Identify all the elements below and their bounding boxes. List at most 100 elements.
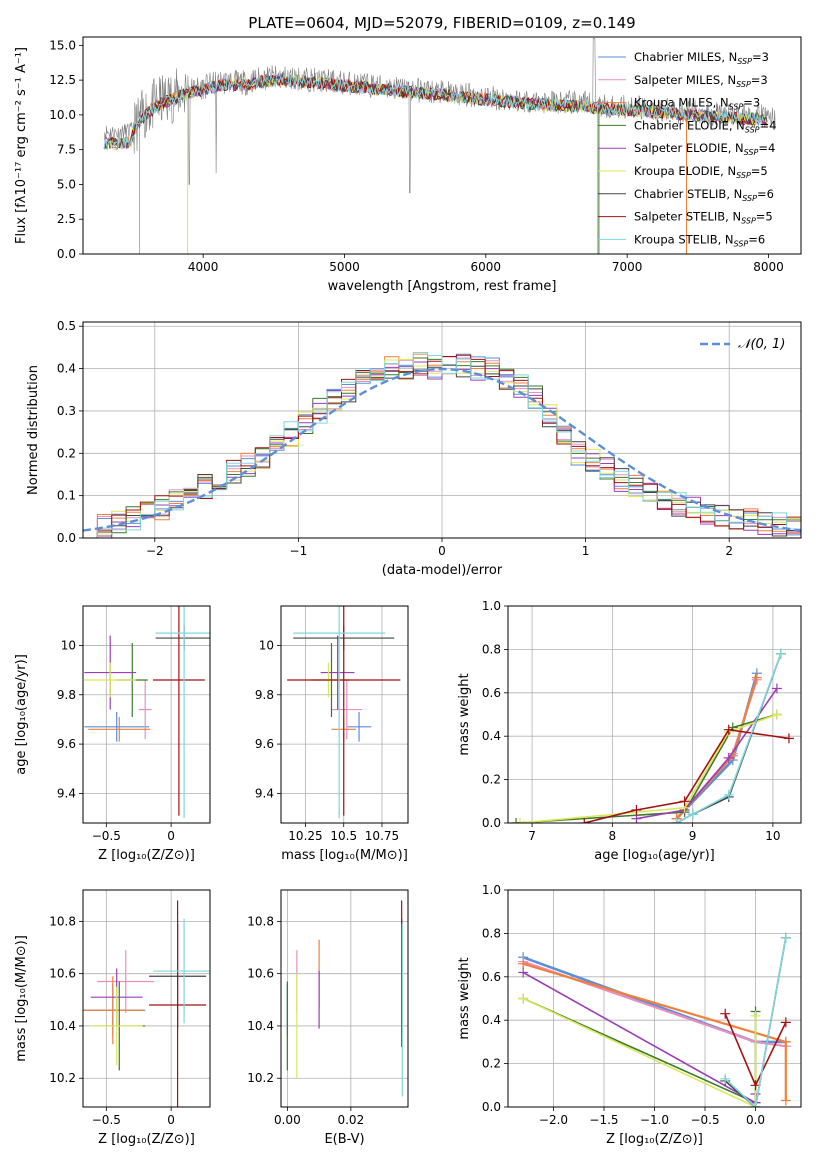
line-kroupa_stelib xyxy=(676,653,782,823)
residuals-ytick-label: 0.1 xyxy=(57,489,76,503)
massweight_vs_age-lines xyxy=(511,648,794,823)
age_vs_Z-ylabel: age [log₁₀(age/yr)] xyxy=(14,654,29,775)
massweight_vs_age-ytick-label: 0.6 xyxy=(482,686,501,700)
age_vs_mass-xtick-label: 10.5 xyxy=(330,829,357,843)
massweight_vs_age-xlabel: age [log₁₀(age/yr)] xyxy=(594,848,715,863)
mass_vs_ebv-frame xyxy=(280,889,409,1108)
massweight_vs_age-xtick-label: 9 xyxy=(689,829,697,843)
massweight_vs_Z-axes: −2.0 −1.5 −1.0 −0.5 0.0 0.0 0.2 0.4 0.6 0.8 1.0 Z [… xyxy=(457,883,801,1147)
spectrum-legend: Chabrier MILES, NSSP=3 Salpeter MILES, NS… xyxy=(598,50,776,248)
age_vs_mass-ytick-label: 10 xyxy=(259,638,274,652)
mass_vs_Z-xlabel: Z [log₁₀(Z/Z⊙)] xyxy=(98,1132,195,1147)
chart-title: PLATE=0604, MJD=52079, FIBERID=0109, z=0… xyxy=(248,14,635,32)
massweight_vs_age-xtick-label: 10 xyxy=(765,829,780,843)
legend-label-normal: 𝒩(0, 1) xyxy=(738,337,785,352)
spectrum-ytick-label: 2.5 xyxy=(57,212,76,226)
age_vs_mass-xlabel: mass [log₁₀(M/M⊙)] xyxy=(281,848,408,863)
line-kroupa_elodie xyxy=(522,997,757,1107)
spectrum-model-line-chabrier_stelib xyxy=(103,73,768,150)
age_vs_Z-ytick-label: 9.8 xyxy=(57,688,76,702)
spectrum-xtick-label: 4000 xyxy=(188,260,219,274)
spectrum-ylabel: Flux [fλ10⁻¹⁷ erg cm⁻² s⁻¹ A⁻¹] xyxy=(14,47,29,244)
marker-kroupa_stelib xyxy=(750,1102,761,1107)
marker-kroupa_miles xyxy=(780,1095,791,1106)
mass_vs_Z-ytick-label: 10.2 xyxy=(49,1071,76,1085)
spectrum-xtick-label: 7000 xyxy=(612,260,643,274)
massweight_vs_Z-ytick-label: 0.8 xyxy=(482,926,501,940)
massweight_vs_Z-xtick-label: −2.0 xyxy=(539,1113,568,1127)
marker-salpeter_elodie xyxy=(631,813,642,823)
spectrum-xtick-label: 5000 xyxy=(329,260,360,274)
residuals-legend: 𝒩(0, 1) xyxy=(700,337,785,352)
age_vs_Z-points xyxy=(84,606,210,819)
massweight_vs_age-ytick-label: 1.0 xyxy=(482,599,501,613)
spectrum-xtick-label: 8000 xyxy=(753,260,784,274)
marker-salpeter_elodie xyxy=(518,967,529,978)
age_vs_mass-frame xyxy=(280,605,409,824)
residuals-xlabel: (data-model)/error xyxy=(382,563,503,578)
spectrum-ytick-label: 15.0 xyxy=(49,38,76,52)
mass_vs_ebv-xtick-label: 0.00 xyxy=(274,1113,301,1127)
spectrum-ytick-label: 7.5 xyxy=(57,143,76,157)
marker-kroupa_elodie xyxy=(518,993,529,1004)
age_vs_Z-ytick-label: 10 xyxy=(61,638,76,652)
marker-salpeter_stelib xyxy=(579,818,590,823)
spectrum-model-line-kroupa_stelib xyxy=(103,73,768,150)
mass_vs_Z-points xyxy=(83,900,210,1107)
massweight_vs_Z-xtick-label: −1.5 xyxy=(589,1113,618,1127)
mass_vs_ebv-grid xyxy=(281,890,408,1107)
residuals-grid xyxy=(83,322,801,539)
marker-kroupa_stelib xyxy=(687,809,698,820)
massweight_vs_Z-grid xyxy=(508,889,801,1108)
massweight_vs_age-frame xyxy=(507,605,802,824)
legend-label-kroupa_elodie: Kroupa ELODIE, NSSP=5 xyxy=(634,164,768,180)
marker-salpeter_elodie xyxy=(771,683,782,694)
massweight_vs_Z-xtick-label: 0.0 xyxy=(746,1113,765,1127)
massweight_vs_Z-frame xyxy=(507,889,802,1108)
mass_vs_ebv-xlabel: E(B-V) xyxy=(324,1132,364,1147)
marker-kroupa_stelib xyxy=(723,789,734,800)
marker-chabrier_elodie xyxy=(511,818,522,823)
massweight_vs_Z-xlabel: Z [log₁₀(Z/Z⊙)] xyxy=(606,1132,703,1147)
massweight_vs_Z-ytick-label: 1.0 xyxy=(482,883,501,897)
massweight_vs_age-ytick-label: 0.4 xyxy=(482,729,501,743)
massweight_vs_Z-ytick-label: 0.4 xyxy=(482,1013,501,1027)
massweight_vs_Z-xtick-label: −1.0 xyxy=(640,1113,669,1127)
age_vs_mass-ytick-label: 9.8 xyxy=(255,688,274,702)
legend-label-chabrier_miles: Chabrier MILES, NSSP=3 xyxy=(634,50,769,66)
age_vs_mass-xtick-label: 10.75 xyxy=(365,829,399,843)
residuals-xtick-label: 1 xyxy=(582,544,590,558)
mass_vs_Z-axes: −0.5 0 10.2 10.4 10.6 10.8 Z [log₁₀(Z/Z⊙)] mass… xyxy=(14,890,210,1147)
mass_vs_ebv-ytick-label: 10.8 xyxy=(247,914,274,928)
residuals-ytick-label: 0.0 xyxy=(57,531,76,545)
mass_vs_Z-xtick-label: 0 xyxy=(167,1113,175,1127)
massweight_vs_age-ytick-label: 0.2 xyxy=(482,773,501,787)
residuals-frame xyxy=(82,321,802,539)
spectrum-xtick-label: 6000 xyxy=(471,260,502,274)
massweight_vs_age-grid xyxy=(508,605,801,824)
marker-salpeter_stelib xyxy=(780,1017,791,1028)
massweight_vs_age-ytick-label: 0.8 xyxy=(482,642,501,656)
legend-label-chabrier_elodie: Chabrier ELODIE, NSSP=4 xyxy=(634,118,776,134)
legend-label-salpeter_stelib: Salpeter STELIB, NSSP=5 xyxy=(634,210,773,226)
legend-label-salpeter_elodie: Salpeter ELODIE, NSSP=4 xyxy=(634,141,775,157)
marker-salpeter_stelib xyxy=(723,724,734,735)
spectrum-ytick-label: 0.0 xyxy=(57,247,76,261)
marker-salpeter_stelib xyxy=(631,804,642,815)
age_vs_mass-ytick-label: 9.4 xyxy=(255,786,274,800)
age_vs_Z-frame xyxy=(82,605,211,824)
normal-curve xyxy=(83,367,801,532)
marker-kroupa_miles xyxy=(780,1036,791,1047)
line-kroupa_stelib xyxy=(724,937,787,1107)
massweight_vs_age-xtick-label: 8 xyxy=(609,829,617,843)
line-chabrier_miles xyxy=(675,672,759,820)
marker-salpeter_stelib xyxy=(720,1008,731,1019)
residuals-ytick-label: 0.4 xyxy=(57,362,76,376)
marker-kroupa_stelib xyxy=(720,1073,731,1084)
massweight_vs_Z-xtick-label: −0.5 xyxy=(690,1113,719,1127)
marker-kroupa_miles xyxy=(751,672,762,683)
legend-label-salpeter_miles: Salpeter MILES, NSSP=3 xyxy=(634,73,768,89)
mass_vs_Z-frame xyxy=(82,889,211,1108)
spectrum-model-line-salpeter_stelib xyxy=(103,74,768,150)
